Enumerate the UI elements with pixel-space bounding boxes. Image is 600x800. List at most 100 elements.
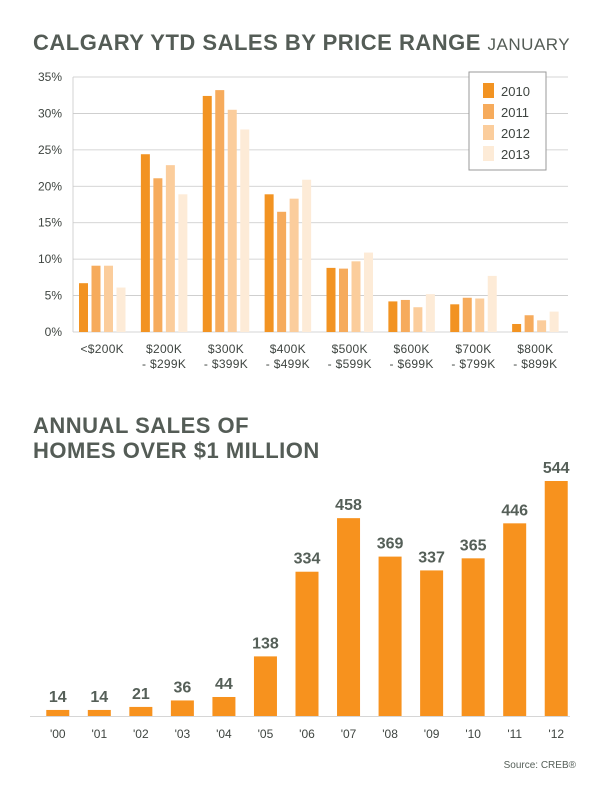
y-tick-label: 5% bbox=[45, 289, 63, 303]
data-label: 458 bbox=[335, 497, 362, 514]
bar-'02 bbox=[129, 706, 153, 716]
bar-2011-6 bbox=[462, 297, 472, 332]
data-label: 44 bbox=[215, 676, 233, 693]
x-tick-label: $700K bbox=[455, 342, 491, 356]
bar-2010-4 bbox=[326, 267, 336, 332]
data-label: 544 bbox=[543, 460, 570, 477]
bar-'07 bbox=[337, 518, 361, 716]
bar-2011-2 bbox=[215, 90, 225, 332]
x-tick-label: '09 bbox=[424, 727, 440, 741]
y-tick-label: 30% bbox=[38, 106, 62, 120]
legend-swatch-2011 bbox=[483, 104, 494, 119]
bar-2012-3 bbox=[289, 198, 299, 332]
x-tick-label-line2: - $899K bbox=[513, 357, 557, 371]
y-tick-label: 15% bbox=[38, 216, 62, 230]
legend-swatch-2012 bbox=[483, 125, 494, 140]
bar-2013-6 bbox=[487, 275, 497, 332]
bar-'10 bbox=[461, 558, 485, 716]
x-tick-label-line2: - $799K bbox=[451, 357, 495, 371]
x-tick-label: '11 bbox=[507, 727, 522, 741]
x-tick-label: $600K bbox=[394, 342, 430, 356]
x-tick-label: '12 bbox=[548, 727, 564, 741]
x-tick-label: '01 bbox=[91, 727, 107, 741]
x-tick-label: '00 bbox=[50, 727, 66, 741]
chart2-title-line1: ANNUAL SALES OF bbox=[33, 413, 250, 438]
bar-2010-2 bbox=[202, 95, 212, 332]
legend-label-2010: 2010 bbox=[501, 84, 530, 99]
bar-2013-5 bbox=[425, 294, 435, 332]
data-label: 337 bbox=[418, 549, 445, 566]
bar-2013-3 bbox=[302, 179, 312, 332]
data-label: 369 bbox=[377, 536, 404, 553]
data-label: 138 bbox=[252, 635, 279, 652]
bar-2011-4 bbox=[339, 268, 348, 332]
bar-2012-2 bbox=[227, 109, 237, 333]
x-tick-label-line2: - $299K bbox=[142, 357, 186, 371]
bar-2012-1 bbox=[165, 165, 175, 332]
x-tick-label-line2: - $499K bbox=[266, 357, 310, 371]
legend-label-2011: 2011 bbox=[501, 105, 529, 120]
bar-'01 bbox=[87, 709, 111, 716]
bar-2010-6 bbox=[450, 304, 460, 332]
x-tick-label: $800K bbox=[517, 342, 553, 356]
bar-2013-7 bbox=[549, 311, 559, 332]
bar-2012-0 bbox=[104, 265, 113, 332]
legend-swatch-2013 bbox=[483, 146, 494, 161]
x-tick-label: '10 bbox=[465, 727, 481, 741]
bar-'05 bbox=[253, 656, 277, 716]
x-tick-label: $300K bbox=[208, 342, 244, 356]
data-label: 365 bbox=[460, 537, 487, 554]
title-main: CALGARY YTD SALES BY PRICE RANGE bbox=[33, 30, 481, 55]
y-tick-label: 25% bbox=[38, 143, 62, 157]
bar-2013-4 bbox=[364, 252, 373, 332]
bar-2012-5 bbox=[413, 307, 423, 332]
bar-2013-2 bbox=[240, 129, 250, 332]
bar-2011-1 bbox=[153, 178, 163, 332]
x-tick-label: '04 bbox=[216, 727, 232, 741]
bar-2010-3 bbox=[264, 194, 274, 332]
data-label: 36 bbox=[173, 679, 191, 696]
x-tick-label: $400K bbox=[270, 342, 306, 356]
x-tick-label: '07 bbox=[341, 727, 357, 741]
chart-title: CALGARY YTD SALES BY PRICE RANGE JANUARY bbox=[33, 30, 570, 56]
bar-2013-1 bbox=[178, 194, 188, 332]
bar-2011-3 bbox=[277, 211, 287, 332]
price-range-chart: 0% 5% 10% 15% 20% 25% 30% 35% <$200K $200K- $299K… bbox=[38, 70, 568, 371]
chart2-title-line2: HOMES OVER $1 MILLION bbox=[33, 438, 320, 463]
data-label: 446 bbox=[501, 502, 528, 519]
x-tick-label-line2: - $599K bbox=[328, 357, 372, 371]
x-tick-label-line2: - $399K bbox=[204, 357, 248, 371]
legend-swatch-2010 bbox=[483, 83, 494, 98]
bar-2010-0 bbox=[79, 283, 88, 332]
bar-'08 bbox=[378, 556, 402, 716]
y-tick-label: 0% bbox=[45, 325, 63, 339]
legend-label-2013: 2013 bbox=[501, 147, 530, 162]
y-tick-label: 20% bbox=[38, 179, 62, 193]
x-tick-label: $500K bbox=[332, 342, 368, 356]
y-tick-label: 35% bbox=[38, 70, 62, 84]
bar-'00 bbox=[46, 709, 70, 716]
x-tick-label: $200K bbox=[146, 342, 182, 356]
source-note: Source: CREB® bbox=[503, 760, 576, 771]
bar-2012-7 bbox=[537, 320, 547, 332]
bar-2012-6 bbox=[475, 298, 485, 332]
chart2-title: ANNUAL SALES OF HOMES OVER $1 MILLION bbox=[33, 413, 320, 463]
bar-2011-0 bbox=[91, 265, 101, 332]
legend-box bbox=[468, 71, 547, 171]
data-label: 21 bbox=[132, 686, 150, 703]
bar-2010-5 bbox=[388, 301, 398, 332]
legend-label-2012: 2012 bbox=[501, 126, 530, 141]
x-tick-label: '03 bbox=[175, 727, 191, 741]
bar-2013-0 bbox=[116, 287, 126, 332]
data-label: 334 bbox=[294, 551, 321, 568]
x-tick-label: <$200K bbox=[80, 342, 124, 356]
bar-2011-7 bbox=[524, 315, 534, 332]
bar-'12 bbox=[544, 481, 568, 716]
bar-2012-4 bbox=[351, 261, 361, 332]
data-label: 14 bbox=[90, 689, 108, 706]
x-tick-label-line2: - $699K bbox=[390, 357, 434, 371]
bar-'11 bbox=[503, 523, 527, 716]
x-tick-label: '02 bbox=[133, 727, 149, 741]
bar-2011-5 bbox=[400, 299, 410, 332]
data-label: 14 bbox=[49, 689, 67, 706]
